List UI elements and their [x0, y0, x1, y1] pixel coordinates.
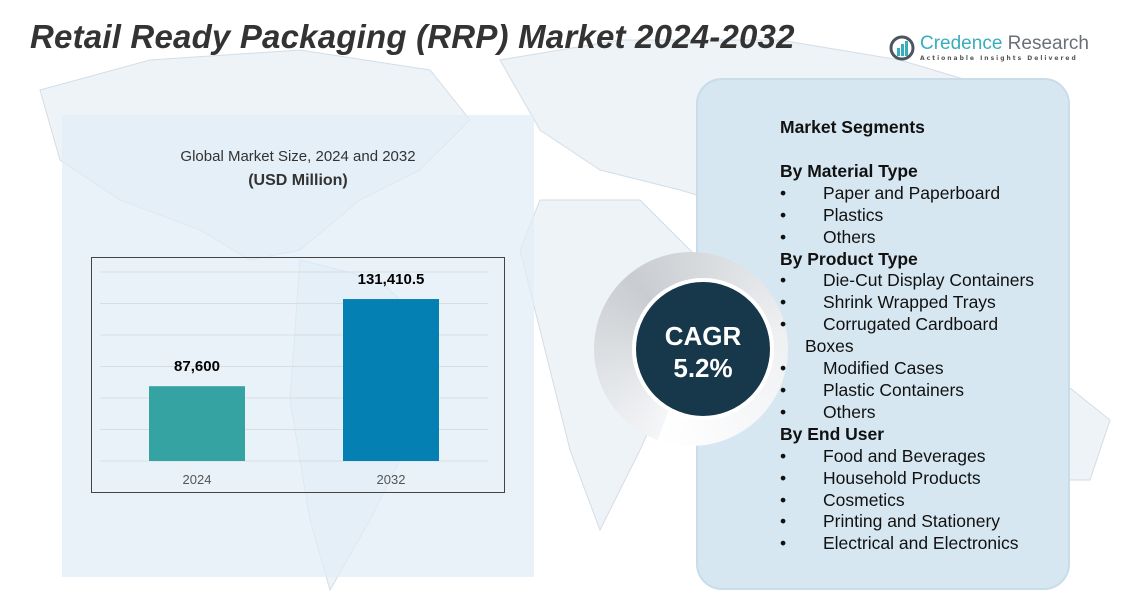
segment-item-label: Shrink Wrapped Trays [823, 292, 996, 313]
bullet: • [780, 292, 787, 313]
segment-item: • Plastics [780, 205, 1034, 227]
data-label: 87,600 [174, 358, 220, 375]
segment-item: • Paper and Paperboard [780, 183, 1034, 205]
segment-item-label: Die-Cut Display Containers [823, 270, 1035, 291]
segment-item: • Others [780, 227, 1034, 249]
chart-title: Global Market Size, 2024 and 2032 [180, 148, 416, 165]
bar-2024 [149, 386, 245, 461]
bullet: • [780, 401, 787, 422]
logo-tagline: Actionable Insights Delivered [920, 55, 1078, 62]
segment-item-continuation: Boxes [805, 336, 854, 357]
cagr-label: CAGR [664, 321, 742, 351]
bullet: • [780, 533, 787, 554]
segment-item-label: Others [823, 226, 876, 247]
segment-item: • Household Products [780, 468, 1034, 490]
market-segments-list: Market Segments By Material Type • Paper a… [780, 117, 1034, 555]
segment-item-label: Cosmetics [823, 489, 905, 510]
segment-item-label: Corrugated Cardboard [823, 314, 999, 335]
segment-group-title: By End User [780, 423, 885, 444]
segment-item-label: Modified Cases [823, 358, 944, 379]
segment-item: • Corrugated Cardboard [780, 314, 1034, 336]
bullet: • [780, 358, 787, 379]
bullet: • [780, 226, 787, 247]
chart-panel [62, 115, 534, 577]
segment-item-label: Electrical and Electronics [823, 533, 1019, 554]
credence-research-logo: Credence Research Actionable Insights De… [888, 33, 1089, 62]
bullet: • [780, 489, 787, 510]
segment-item: • Electrical and Electronics [780, 533, 1034, 555]
x-tick-label: 2024 [183, 472, 212, 487]
segment-item-label: Others [823, 401, 876, 422]
bullet: • [780, 314, 787, 335]
bullet: • [780, 270, 787, 291]
cagr-value: 5.2% [673, 353, 733, 383]
chart-subtitle: (USD Million) [248, 172, 348, 189]
segment-item: • Cosmetics [780, 490, 1034, 512]
bullet: • [780, 445, 787, 466]
segments-heading: Market Segments [780, 117, 925, 137]
segment-item: • Plastic Containers [780, 380, 1034, 402]
bar-2032 [343, 299, 439, 461]
segment-group-title: By Product Type [780, 248, 918, 269]
segment-item: • Modified Cases [780, 358, 1034, 380]
bullet: • [780, 182, 787, 203]
segment-item: • Others [780, 402, 1034, 424]
logo-name: Credence Research [920, 33, 1089, 54]
segment-item-label: Food and Beverages [823, 445, 986, 466]
segment-item: • Shrink Wrapped Trays [780, 292, 1034, 314]
segment-item-label: Paper and Paperboard [823, 182, 1001, 203]
segment-item-label: Plastic Containers [823, 379, 965, 400]
bullet: • [780, 467, 787, 488]
chart-frame [91, 257, 505, 493]
data-label: 131,410.5 [358, 271, 425, 288]
segment-item: • Die-Cut Display Containers [780, 270, 1034, 292]
segment-item-label: Household Products [823, 467, 981, 488]
x-tick-label: 2032 [377, 472, 406, 487]
cagr-badge: CAGR 5.2% [632, 278, 774, 420]
bullet: • [780, 379, 787, 400]
bullet: • [780, 511, 787, 532]
segment-item: • Printing and Stationery [780, 511, 1034, 533]
bullet: • [780, 204, 787, 225]
segment-item-label: Printing and Stationery [823, 511, 1001, 532]
page-title: Retail Ready Packaging (RRP) Market 2024… [30, 18, 795, 55]
segment-group-title: By Material Type [780, 160, 918, 181]
bar-chart-logo-icon [889, 35, 915, 60]
segment-item: • Food and Beverages [780, 446, 1034, 468]
segment-item-label: Plastics [823, 204, 884, 225]
